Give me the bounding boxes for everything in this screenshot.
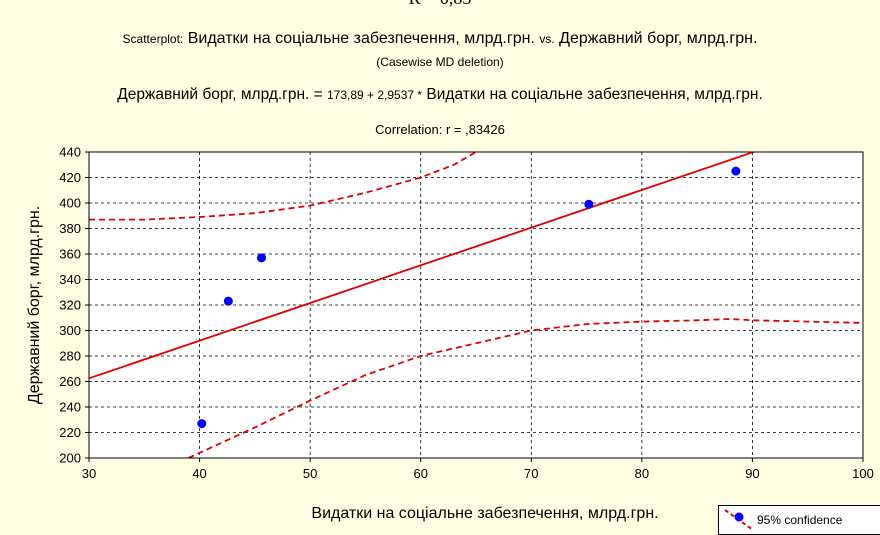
equation-coefficients: 173,89 + 2,9537 * — [327, 88, 423, 102]
y-tick-label: 400 — [59, 196, 81, 211]
data-point — [223, 296, 233, 306]
y-tick-label: 340 — [59, 272, 81, 287]
x-tick-label: 70 — [524, 466, 538, 481]
x-tick-label: 90 — [745, 466, 759, 481]
y-tick-label: 360 — [59, 247, 81, 262]
data-point — [197, 419, 207, 429]
x-tick-label: 80 — [635, 466, 649, 481]
y-tick-label: 260 — [59, 374, 81, 389]
chart-title: Scatterplot: Видатки на соціальне забезп… — [0, 30, 880, 48]
y-tick-label: 440 — [59, 145, 81, 160]
chart-subtitle: (Casewise MD deletion) — [376, 55, 504, 69]
correlation-label: Correlation: r = ,83426 — [375, 122, 505, 137]
title-prefix: Scatterplot: — [122, 32, 184, 46]
legend-symbol — [724, 509, 754, 531]
x-tick-label: 100 — [852, 466, 874, 481]
legend-point — [734, 512, 744, 522]
y-tick-label: 280 — [59, 349, 81, 364]
y-tick-label: 240 — [59, 400, 81, 415]
confidence-band-lower — [188, 318, 863, 458]
title-vs: vs. — [539, 32, 555, 46]
x-axis-label: Видатки на соціальне забезпечення, млрд.… — [311, 505, 659, 522]
regression-line — [89, 152, 757, 380]
equation-right: Видатки на соціальне забезпечення, млрд.… — [426, 86, 763, 103]
equation-left: Державний борг, млрд.грн. = — [117, 86, 323, 103]
plot-frame — [88, 151, 864, 459]
y-tick-label: 380 — [59, 221, 81, 236]
y-tick-label: 420 — [59, 170, 81, 185]
y-tick-label: 320 — [59, 298, 81, 313]
legend: 95% confidence — [718, 505, 880, 535]
title-x-variable: Державний борг, млрд.грн. — [559, 30, 758, 47]
y-tick-label: 300 — [59, 323, 81, 338]
x-tick-label: 60 — [413, 466, 427, 481]
data-point — [731, 166, 741, 176]
y-axis-label: Державний борг, млрд.грн. — [26, 206, 43, 404]
x-tick-label: 30 — [82, 466, 96, 481]
x-tick-label: 40 — [192, 466, 206, 481]
confidence-band-upper — [89, 152, 477, 221]
x-tick-label: 50 — [303, 466, 317, 481]
y-tick-label: 200 — [59, 451, 81, 466]
regression-equation: Державний борг, млрд.грн. = 173,89 + 2,9… — [0, 86, 880, 104]
y-tick-label: 220 — [59, 425, 81, 440]
title-y-variable: Видатки на соціальне забезпечення, млрд.… — [187, 30, 535, 47]
legend-label: 95% confidence — [757, 513, 843, 527]
data-point — [256, 253, 266, 263]
data-point — [584, 199, 594, 209]
cropped-top-text: R = 0,83 — [290, 0, 590, 9]
